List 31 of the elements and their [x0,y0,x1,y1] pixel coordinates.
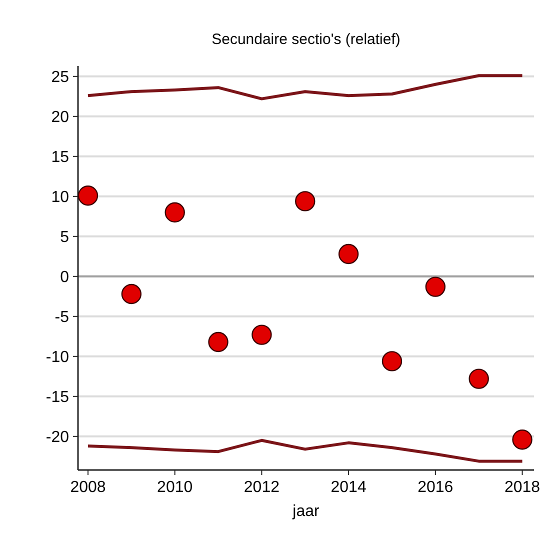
point [382,351,402,372]
point [78,186,98,206]
y-tick-label: 0 [60,269,70,286]
point [164,202,185,222]
line-series [86,74,524,100]
x-tick-label: 2008 [70,479,106,496]
y-tick-label: 15 [51,149,70,166]
point [512,430,532,450]
chart-title: Secundaire sectio's (relatief) [212,31,400,48]
y-tick-label: -15 [46,389,70,406]
y-tick-label: -10 [46,349,70,366]
x-axis-title: jaar [292,503,320,520]
line-series [86,438,524,463]
y-tick-label: -5 [54,309,70,326]
x-tick-label: 2016 [418,479,454,496]
point [252,324,272,345]
x-tick-label: 2014 [330,479,366,496]
y-tick-label: 5 [60,229,70,246]
point [338,244,359,264]
y-tick-label: 10 [51,189,70,206]
y-tick-label: 25 [51,69,70,86]
point [295,191,316,212]
point [468,368,489,389]
x-tick-label: 2018 [504,479,540,496]
y-tick-label: -20 [46,429,70,446]
x-tick-label: 2010 [157,479,193,496]
point [208,332,228,352]
x-tick-label: 2012 [244,479,280,496]
point [425,276,446,297]
y-tick-label: 20 [51,109,70,126]
point [121,284,142,304]
